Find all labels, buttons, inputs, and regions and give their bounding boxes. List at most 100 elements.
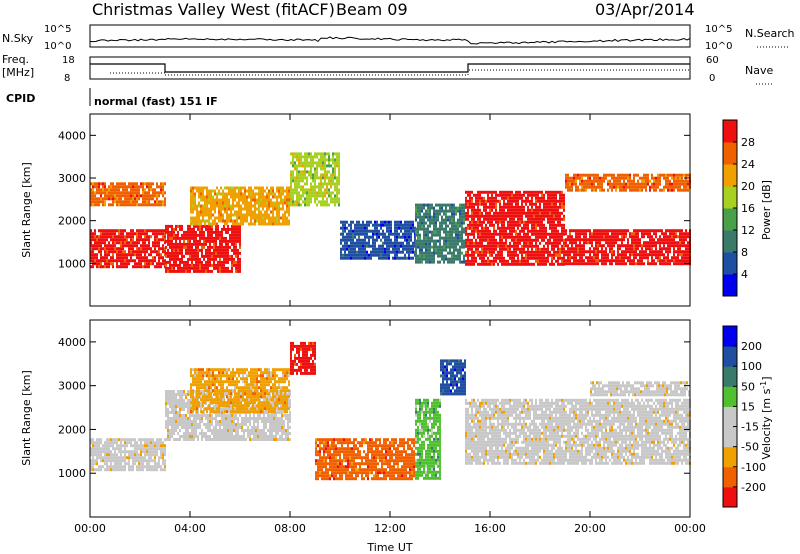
colorbar-tick-label: -100	[741, 461, 766, 474]
colorbar-swatch	[723, 426, 737, 448]
velocity-region	[415, 398, 441, 480]
colorbar-tick-label: 50	[741, 380, 755, 393]
colorbar-tick-label: 8	[741, 246, 748, 259]
power-region	[290, 152, 340, 207]
velocity-cells	[90, 341, 691, 481]
xtick-label: 00:00	[74, 522, 106, 535]
ytick-label: 3000	[58, 380, 86, 393]
velocity-panel: 1000 2000 3000 4000 00:00 04:00 08:00 12:00 16:…	[20, 319, 774, 535]
date-label: 03/Apr/2014	[595, 0, 695, 19]
velocity-region	[315, 438, 415, 481]
power-yticks: 1000 2000 3000 4000	[58, 129, 690, 270]
freq-tick-bottom: 8	[64, 73, 70, 84]
velocity-region	[590, 381, 690, 397]
nsky-panel: N.Sky 10^5 10^0 10^5 10^0 N.Search	[2, 24, 795, 52]
velocity-xticks: 00:00 04:00 08:00 12:00 16:00 20:00 00:00	[74, 320, 706, 535]
velocity-region	[465, 398, 691, 465]
power-xticks	[89, 114, 691, 306]
colorbar-swatch	[723, 252, 737, 275]
colorbar-tick-label: 28	[741, 136, 755, 149]
power-colorbar: 4 8 12 16 20 24 28	[722, 119, 755, 297]
ytick-label: 4000	[58, 129, 86, 142]
power-cells	[90, 152, 691, 273]
colorbar-swatch	[723, 386, 737, 407]
power-region	[165, 224, 241, 273]
velocity-region	[190, 368, 290, 414]
colorbar-tick-label: 12	[741, 224, 755, 237]
colorbar-tick-label: 4	[741, 268, 748, 281]
power-region	[90, 229, 166, 269]
power-panel: 1000 2000 3000 4000 Slant Range [km] 4 8 12 16…	[20, 113, 773, 307]
power-colorbar-label: Power [dB]	[760, 180, 773, 240]
freq-label-line2: [MHz]	[2, 66, 34, 79]
colorbar-swatch	[723, 446, 737, 468]
power-region	[565, 229, 691, 266]
xtick-label: 12:00	[374, 522, 406, 535]
nsky-label: N.Sky	[2, 32, 34, 45]
colorbar-swatch	[723, 142, 737, 165]
ytick-label: 2000	[58, 215, 86, 228]
power-region	[465, 190, 565, 266]
freq-panel: Freq. [MHz] 18 8 60 0 Nave	[2, 53, 773, 85]
colorbar-tick-label: 100	[741, 360, 762, 373]
nsearch-label: N.Search	[745, 27, 795, 40]
colorbar-tick-label: -15	[741, 421, 759, 434]
colorbar-swatch	[723, 326, 737, 347]
nave-series	[110, 69, 690, 76]
colorbar-tick-label: 200	[741, 340, 762, 353]
colorbar-swatch	[723, 466, 737, 488]
ytick-label: 1000	[58, 467, 86, 480]
cpid-text: normal (fast) 151 IF	[94, 95, 218, 108]
xtick-label: 00:00	[674, 522, 706, 535]
power-frame	[89, 113, 691, 307]
velocity-region	[290, 341, 316, 375]
nsky-series	[89, 36, 691, 45]
velocity-yticks: 1000 2000 3000 4000	[58, 336, 690, 480]
colorbar-swatch	[723, 120, 737, 143]
power-region	[90, 182, 166, 207]
colorbar-swatch	[723, 274, 737, 297]
freq-tick-top: 18	[62, 55, 75, 66]
colorbar-swatch	[723, 208, 737, 231]
velocity-ylabel: Slant Range [km]	[20, 370, 33, 466]
power-region	[415, 203, 465, 264]
nsky-tick-top: 10^5	[44, 24, 71, 35]
velocity-region	[440, 359, 466, 396]
colorbar-tick-label: -50	[741, 441, 759, 454]
velocity-colorbar: 200 100 50 15 -15 -50 -100 -200	[722, 325, 766, 508]
nave-label: Nave	[745, 64, 773, 77]
freq-label-line1: Freq.	[2, 53, 29, 66]
nave-tick-top: 60	[706, 55, 719, 66]
power-region	[565, 173, 691, 192]
nsky-tick-bottom: 10^0	[44, 41, 71, 52]
nsky-right-tick-top: 10^5	[705, 24, 732, 35]
xlabel: Time UT	[366, 541, 412, 554]
station-title: Christmas Valley West (fitACF)	[92, 0, 335, 19]
colorbar-swatch	[723, 164, 737, 187]
power-ylabel: Slant Range [km]	[20, 162, 33, 258]
colorbar-swatch	[723, 186, 737, 209]
power-region	[340, 220, 416, 260]
colorbar-tick-label: 24	[741, 158, 755, 171]
xtick-label: 04:00	[174, 522, 206, 535]
ytick-label: 1000	[58, 257, 86, 270]
ytick-label: 3000	[58, 172, 86, 185]
freq-series	[90, 63, 690, 73]
colorbar-tick-label: 15	[741, 400, 755, 413]
nsky-right-tick-bottom: 10^0	[705, 41, 732, 52]
colorbar-swatch	[723, 346, 737, 367]
xtick-label: 20:00	[574, 522, 606, 535]
xtick-label: 16:00	[474, 522, 506, 535]
ytick-label: 2000	[58, 423, 86, 436]
cpid-label: CPID	[6, 92, 35, 105]
colorbar-swatch	[723, 486, 737, 508]
power-region	[190, 186, 290, 226]
ytick-label: 4000	[58, 336, 86, 349]
colorbar-tick-label: -200	[741, 481, 766, 494]
velocity-colorbar-label: Velocity [m s-1]	[759, 376, 774, 459]
nave-tick-bottom: 0	[709, 73, 715, 84]
cpid-row: CPID normal (fast) 151 IF	[6, 88, 218, 108]
colorbar-tick-label: 16	[741, 202, 755, 215]
beam-label: Beam 09	[336, 0, 408, 19]
